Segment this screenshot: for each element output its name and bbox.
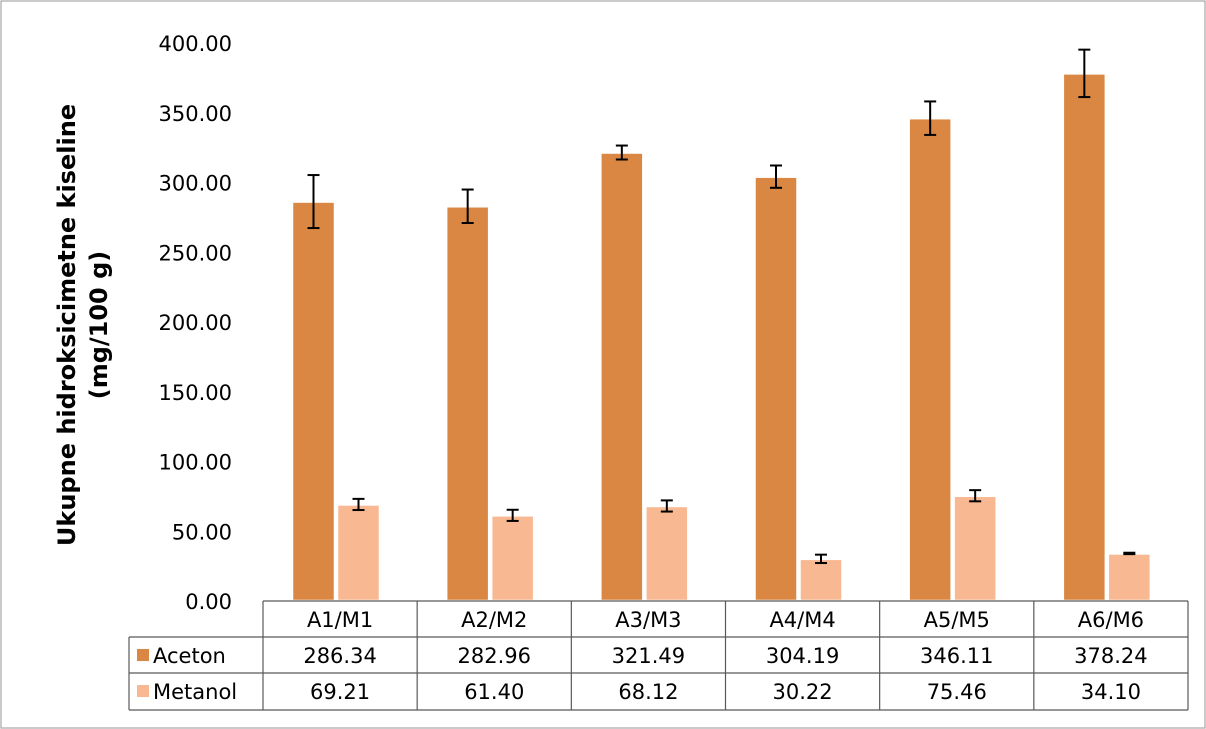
- bar-metanol-3: [644, 504, 690, 603]
- y-tick-label: 100.00: [159, 451, 232, 475]
- error-bar-metanol-1: [352, 497, 365, 512]
- bar-metanol-2: [489, 514, 536, 603]
- data-label-metanol: 34.10: [1081, 680, 1141, 704]
- bars: [290, 72, 1153, 603]
- bar-metanol-5: [952, 494, 998, 603]
- legend-swatch-metanol: [137, 685, 149, 697]
- data-label-metanol: 68.12: [618, 680, 678, 704]
- error-bars: [307, 48, 1136, 565]
- data-table: A1/M1 A2/M2 A3/M3 A4/M4 A5/M5 A6/M6 Aceton 286.…: [128, 600, 1189, 711]
- error-bar-aceton-2: [461, 188, 474, 225]
- y-tick-label: 0.00: [185, 590, 232, 614]
- bar-aceton-6: [1061, 72, 1108, 603]
- bar-aceton-1: [290, 200, 337, 603]
- error-bar-metanol-5: [969, 489, 982, 503]
- data-label-metanol: 75.46: [927, 680, 987, 704]
- data-label-metanol: 61.40: [464, 680, 524, 704]
- data-label-metanol: 69.21: [310, 680, 370, 704]
- x-tick-label: A5/M5: [924, 608, 990, 632]
- data-label-aceton: 346.11: [920, 644, 993, 668]
- error-bar-aceton-3: [615, 144, 628, 161]
- y-tick-label: 350.00: [159, 102, 232, 126]
- bar-aceton-2: [444, 205, 491, 603]
- bar-aceton-3: [599, 151, 645, 603]
- y-tick-label: 250.00: [159, 241, 232, 265]
- x-tick-label: A4/M4: [769, 608, 835, 632]
- x-tick-label: A6/M6: [1078, 608, 1144, 632]
- data-label-aceton: 304.19: [766, 644, 839, 668]
- x-tick-label: A1/M1: [307, 608, 373, 632]
- x-tick-label: A3/M3: [615, 608, 681, 632]
- bar-metanol-6: [1106, 552, 1153, 603]
- data-label-aceton: 321.49: [612, 644, 685, 668]
- legend-swatch-aceton: [137, 649, 149, 661]
- error-bar-aceton-1: [307, 174, 320, 230]
- legend-label-metanol: Metanol: [153, 680, 237, 704]
- error-bar-aceton-6: [1078, 48, 1091, 99]
- bar-aceton-5: [907, 116, 953, 603]
- error-bar-aceton-4: [770, 164, 782, 189]
- error-bar-metanol-4: [815, 553, 827, 565]
- bar-aceton-4: [753, 175, 799, 603]
- y-axis-label-line1: Ukupne hidroksicimetne kiseline: [53, 104, 81, 546]
- data-label-aceton: 282.96: [458, 644, 531, 668]
- y-tick-label: 150.00: [159, 381, 232, 405]
- data-label-metanol: 30.22: [773, 680, 833, 704]
- data-label-aceton: 378.24: [1074, 644, 1147, 668]
- y-tick-label: 200.00: [159, 311, 232, 335]
- data-label-aceton: 286.34: [303, 644, 376, 668]
- y-tick-label: 400.00: [159, 32, 232, 56]
- y-tick-label: 300.00: [159, 172, 232, 196]
- x-tick-label: A2/M2: [461, 608, 527, 632]
- bar-metanol-1: [335, 503, 382, 603]
- bar-metanol-4: [798, 557, 844, 603]
- error-bar-metanol-2: [506, 508, 519, 522]
- error-bar-aceton-5: [924, 100, 937, 136]
- y-axis-label-line2: (mg/100 g): [85, 251, 113, 400]
- legend-label-aceton: Aceton: [153, 644, 226, 668]
- y-axis-ticks: 0.00 50.00 100.00 150.00 200.00 250.00 300.00 3…: [159, 32, 232, 614]
- y-tick-label: 50.00: [172, 520, 232, 544]
- error-bar-metanol-6: [1123, 551, 1136, 556]
- error-bar-metanol-3: [660, 499, 673, 513]
